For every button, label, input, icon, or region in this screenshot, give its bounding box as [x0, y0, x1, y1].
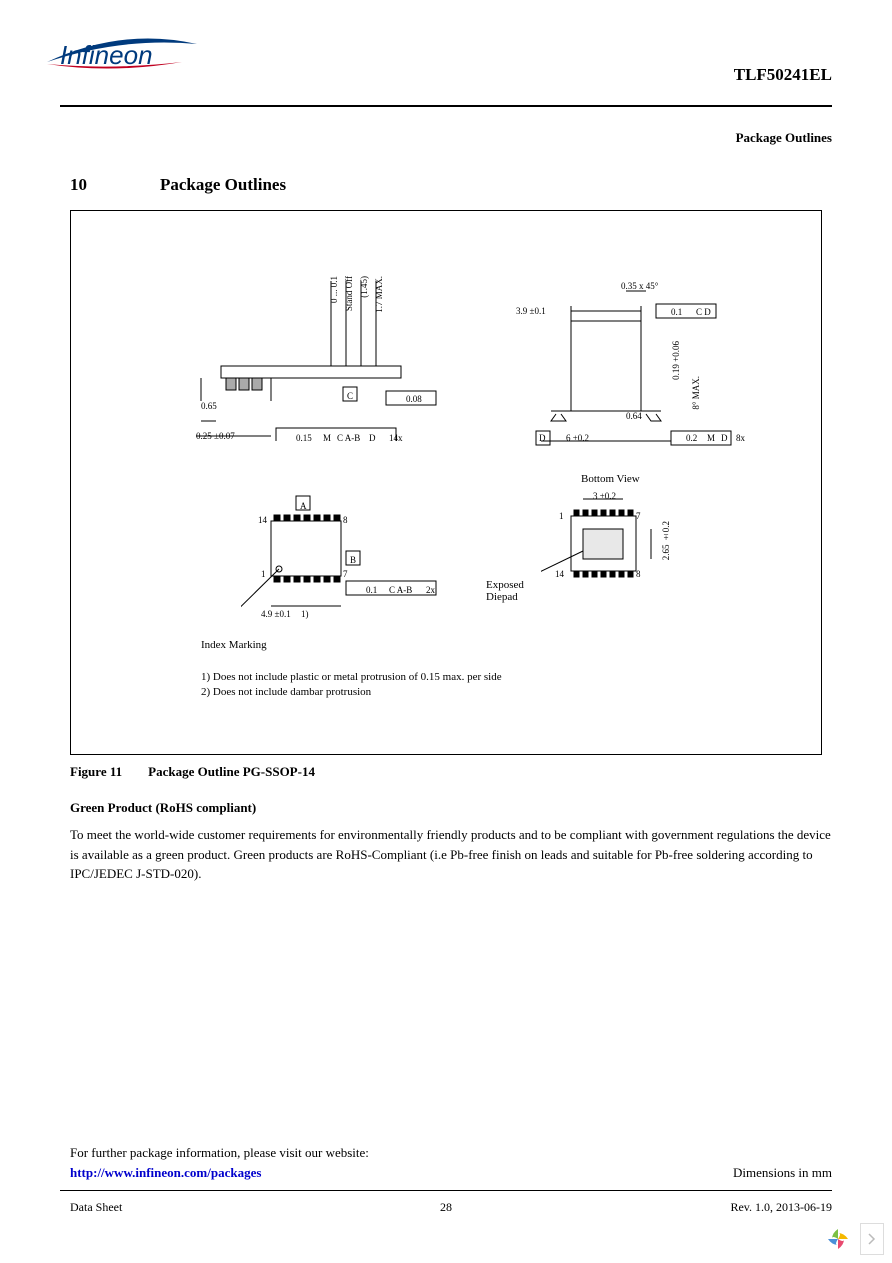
datum-cab: C A-B [337, 433, 360, 443]
pin-14: 14 [258, 515, 267, 525]
footer-page-number: 28 [440, 1200, 452, 1215]
nav-widget [824, 1223, 884, 1255]
footer-rule [60, 1190, 832, 1191]
section-label: Package Outlines [736, 130, 832, 146]
figure-title: Package Outline PG-SSOP-14 [148, 764, 315, 779]
datum-b: B [350, 555, 356, 565]
dim-025: 0.25 ±0.07 [196, 431, 235, 441]
pin-14b: 14 [555, 569, 564, 579]
dim-49: 4.9 ±0.1 [261, 609, 291, 619]
nav-logo-icon [824, 1225, 852, 1253]
tol-01cd: 0.1 [671, 307, 682, 317]
datum-m: M [323, 433, 331, 443]
count-14x: 14x [389, 433, 403, 443]
top-view-drawing [241, 491, 441, 651]
tol-008c: 0.08 [406, 394, 422, 404]
dim-265: 2.65 ±0.2 [661, 521, 671, 560]
header-rule [60, 105, 832, 107]
chevron-right-icon [868, 1233, 876, 1245]
note-1: 1) [301, 609, 309, 619]
figure-box: 0 ... 0.1 Stand Off (1.45) 1.7 MAX. 0.65… [70, 210, 822, 755]
footer-left: Data Sheet [70, 1200, 122, 1215]
note2: 2) Does not include dambar protrusion [201, 686, 371, 698]
pin-7b: 7 [636, 511, 641, 521]
green-product-heading: Green Product (RoHS compliant) [70, 800, 256, 816]
exposed-diepad: Exposed Diepad [486, 579, 524, 603]
tol-015: 0.15 [296, 433, 312, 443]
tol-02: 0.2 [686, 433, 697, 443]
logo-text: Infineon [60, 40, 153, 70]
dim-standoff: Stand Off [344, 276, 354, 311]
dim-8max: 8° MAX. [691, 376, 701, 410]
datum-d3: D [721, 433, 728, 443]
datum-d: D [369, 433, 376, 443]
pin-8b: 8 [636, 569, 641, 579]
dim-17max: 1.7 MAX. [374, 276, 384, 313]
pin-1: 1 [261, 569, 266, 579]
dim-0-01: 0 ... 0.1 [329, 276, 339, 303]
product-code: TLF50241EL [734, 65, 832, 85]
datum-a: A [300, 501, 307, 511]
datum-m2: M [707, 433, 715, 443]
figure-caption: Figure 11 Package Outline PG-SSOP-14 [70, 764, 315, 780]
dim-3: 3 ±0.2 [593, 491, 616, 501]
dim-065: 0.65 [201, 401, 217, 411]
datum-cd: C D [696, 307, 711, 317]
footer-link-intro: For further package information, please … [70, 1145, 369, 1161]
index-marking: Index Marking [201, 639, 267, 651]
bottom-view-drawing [541, 491, 721, 611]
footer-right: Rev. 1.0, 2013-06-19 [730, 1200, 832, 1215]
section-number: 10 [70, 175, 87, 195]
dim-145: (1.45) [359, 276, 369, 298]
section-title: Package Outlines [160, 175, 286, 195]
dim-064: 0.64 [626, 411, 642, 421]
side-view-drawing [191, 271, 451, 441]
datum-c: C [347, 391, 353, 401]
pin-7: 7 [343, 569, 348, 579]
dim-6: 6 ±0.2 [566, 433, 589, 443]
footer-link-url[interactable]: http://www.infineon.com/packages [70, 1165, 261, 1181]
datum-d2: D [539, 433, 546, 443]
green-product-body: To meet the world-wide customer requirem… [70, 825, 832, 884]
figure-label: Figure 11 [70, 764, 122, 779]
count-8x: 8x [736, 433, 745, 443]
bottom-view-title: Bottom View [581, 473, 640, 485]
dim-019: 0.19 +0.06 [671, 341, 681, 380]
nav-next-button[interactable] [860, 1223, 884, 1255]
note1: 1) Does not include plastic or metal pro… [201, 671, 502, 683]
dim-39: 3.9 ±0.1 [516, 306, 546, 316]
footer-dimensions: Dimensions in mm [733, 1165, 832, 1181]
pin-1b: 1 [559, 511, 564, 521]
count-2x: 2x [426, 585, 435, 595]
dim-035x45: 0.35 x 45° [621, 281, 658, 291]
datum-cab2: C A-B [389, 585, 412, 595]
pin-8: 8 [343, 515, 348, 525]
company-logo: Infineon [60, 40, 153, 71]
tol-01c: 0.1 [366, 585, 377, 595]
